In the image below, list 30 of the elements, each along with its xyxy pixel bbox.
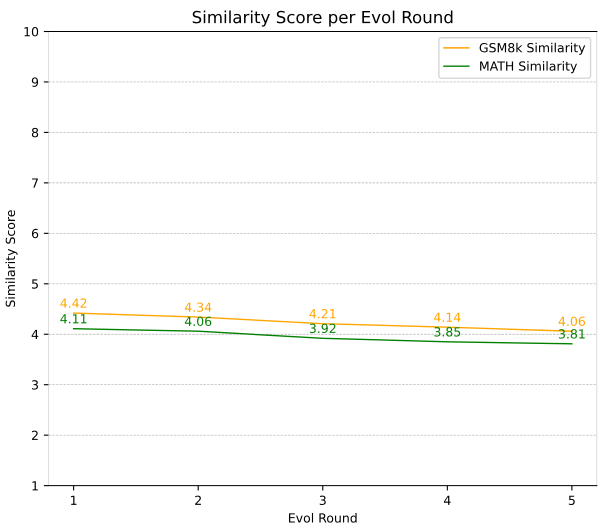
legend-label: GSM8k Similarity [480,42,586,55]
y-tick-label: 8 [32,128,38,138]
data-label: 4.06 [184,316,212,326]
chart-title: Similarity Score per Evol Round [192,10,452,27]
y-tick-label: 5 [32,279,38,289]
data-label: 4.34 [184,302,212,312]
y-tick-label: 1 [32,481,38,490]
legend-label: MATH Similarity [480,61,578,74]
x-tick-label: 2 [195,496,201,505]
y-tick-label: 2 [32,430,38,440]
x-tick-label: 3 [320,496,326,506]
y-tick-label: 10 [24,26,38,36]
data-label: 3.81 [558,329,585,339]
data-label: 4.42 [60,298,86,308]
y-tick-label: 9 [32,77,38,87]
x-tick-label: 1 [71,496,76,505]
y-tick-label: 7 [32,178,38,188]
data-label: 3.85 [434,327,460,337]
y-tick-label: 4 [32,330,38,339]
x-tick-label: 4 [444,496,451,505]
data-label: 4.14 [434,312,461,322]
y-tick-label: 3 [32,380,38,390]
y-tick-label: 6 [32,228,38,238]
x-tick-label: 5 [568,496,575,506]
data-label: 3.92 [310,324,336,334]
data-label: 4.21 [309,309,336,318]
y-axis-title: Similarity Score [5,210,18,307]
data-label: 4.06 [558,316,586,326]
x-axis-title: Evol Round [289,513,357,523]
data-label: 4.11 [60,314,86,324]
